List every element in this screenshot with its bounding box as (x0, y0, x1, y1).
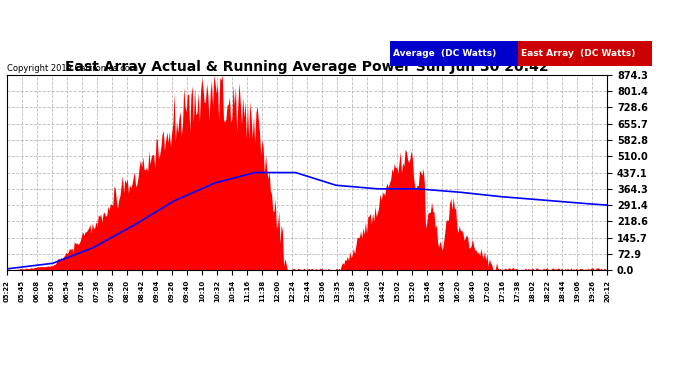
Text: Copyright 2019 Cartronics.com: Copyright 2019 Cartronics.com (7, 64, 138, 73)
Title: East Array Actual & Running Average Power Sun Jun 30 20:42: East Array Actual & Running Average Powe… (66, 60, 549, 74)
Text: Average  (DC Watts): Average (DC Watts) (393, 49, 497, 58)
Text: East Array  (DC Watts): East Array (DC Watts) (521, 49, 635, 58)
